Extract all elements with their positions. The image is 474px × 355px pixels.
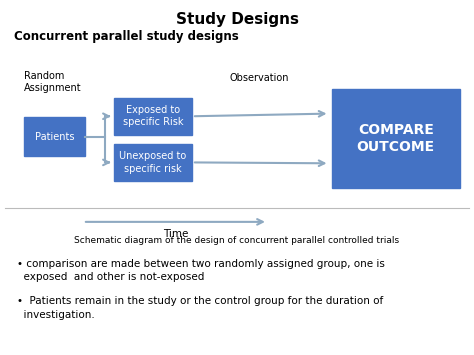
- Text: • comparison are made between two randomly assigned group, one is
  exposed  and: • comparison are made between two random…: [17, 259, 384, 282]
- FancyBboxPatch shape: [114, 98, 192, 135]
- FancyBboxPatch shape: [332, 89, 460, 188]
- Text: COMPARE
OUTCOME: COMPARE OUTCOME: [357, 123, 435, 154]
- Text: Time: Time: [163, 229, 188, 239]
- Text: Exposed to
specific Risk: Exposed to specific Risk: [123, 105, 183, 127]
- Text: Unexposed to
specific risk: Unexposed to specific risk: [119, 151, 186, 174]
- Text: Patients: Patients: [35, 132, 74, 142]
- Text: •  Patients remain in the study or the control group for the duration of
  inves: • Patients remain in the study or the co…: [17, 296, 383, 320]
- FancyBboxPatch shape: [114, 144, 192, 181]
- Text: Observation: Observation: [230, 73, 290, 83]
- Text: Random
Assignment: Random Assignment: [24, 71, 82, 93]
- Text: Schematic diagram of the design of concurrent parallel controlled trials: Schematic diagram of the design of concu…: [74, 236, 400, 245]
- FancyBboxPatch shape: [24, 117, 85, 156]
- Text: Concurrent parallel study designs: Concurrent parallel study designs: [14, 30, 239, 43]
- Text: Study Designs: Study Designs: [175, 12, 299, 27]
